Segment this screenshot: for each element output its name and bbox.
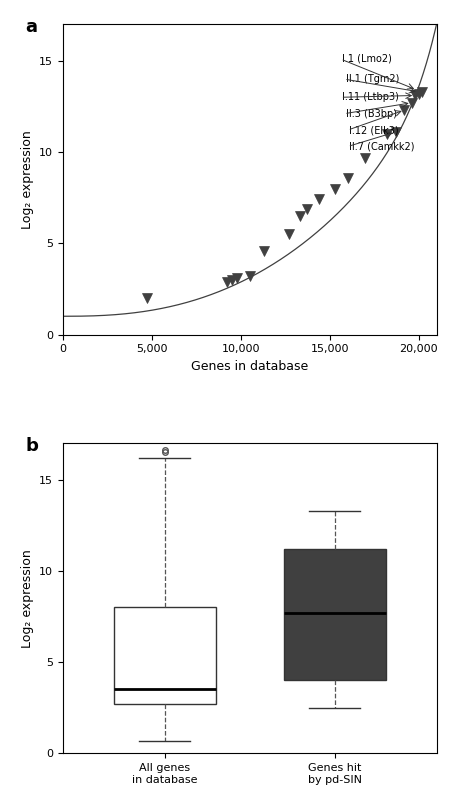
Text: b: b — [26, 437, 39, 455]
Text: I.11 (Ltbp3): I.11 (Ltbp3) — [342, 92, 399, 102]
Text: I.1 (Lmo2): I.1 (Lmo2) — [342, 54, 392, 64]
PathPatch shape — [114, 608, 216, 704]
Y-axis label: Log₂ expression: Log₂ expression — [21, 130, 34, 228]
Text: II.3 (B3bp): II.3 (B3bp) — [346, 109, 397, 119]
X-axis label: Genes in database: Genes in database — [191, 360, 308, 373]
Text: II.7 (Camkk2): II.7 (Camkk2) — [349, 142, 415, 151]
Text: a: a — [26, 18, 38, 36]
Text: II.1 (Tgm2): II.1 (Tgm2) — [346, 74, 399, 84]
Y-axis label: Log₂ expression: Log₂ expression — [21, 549, 34, 647]
PathPatch shape — [284, 549, 386, 680]
Text: I.12 (Elk3): I.12 (Elk3) — [349, 125, 399, 135]
